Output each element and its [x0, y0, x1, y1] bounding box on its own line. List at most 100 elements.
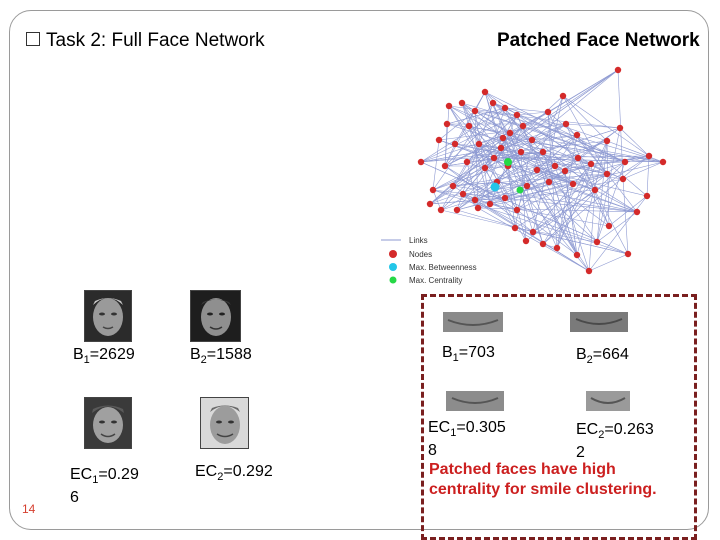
face-thumbnail: [84, 290, 132, 342]
graph-link: [432, 139, 440, 191]
graph-node: [519, 122, 527, 130]
graph-link: [565, 123, 621, 129]
graph-link: [556, 183, 574, 249]
face-thumbnail: [200, 397, 249, 449]
graph-link: [504, 107, 598, 243]
graph-link: [420, 114, 518, 163]
graph-node: [501, 104, 509, 112]
graph-link: [531, 69, 619, 141]
graph-node: [645, 152, 653, 160]
graph-link: [492, 102, 608, 142]
graph-link: [588, 189, 596, 272]
graph-link: [588, 195, 648, 272]
graph-node: [585, 267, 593, 275]
graph-link: [420, 107, 506, 163]
graph-link: [446, 123, 608, 175]
patched-network-title: Patched Face Network: [497, 30, 700, 51]
graph-node: [614, 66, 622, 74]
graph-node: [551, 162, 559, 170]
graph-node: [603, 137, 611, 145]
graph-links: [420, 69, 664, 272]
legend-label: Max. Betweenness: [409, 263, 477, 272]
graph-link: [622, 178, 629, 255]
graph-link: [462, 193, 638, 213]
graph-node: [501, 194, 509, 202]
graph-link: [420, 147, 502, 163]
full-ec1-label: EC1=0.29 6: [70, 466, 139, 507]
graph-link: [564, 170, 578, 256]
face-thumbnail: [190, 290, 241, 342]
graph-link: [448, 105, 495, 159]
full-b2-label: B2=1588: [190, 346, 252, 367]
graph-link: [577, 157, 629, 255]
bullet-checkbox-icon: [26, 31, 40, 46]
graph-link: [456, 209, 534, 233]
graph-node: [643, 192, 651, 200]
graph-node: [490, 154, 498, 162]
patched-ec2-label: EC2=0.263 2: [576, 421, 654, 462]
graph-link: [452, 181, 498, 187]
graph-node: [569, 180, 577, 188]
graph-node: [587, 160, 595, 168]
graph-link: [493, 69, 619, 159]
graph-link: [596, 161, 626, 243]
graph-node: [529, 228, 537, 236]
graph-link: [477, 207, 638, 213]
legend-label: Max. Centrality: [409, 276, 462, 285]
graph-node: [561, 167, 569, 175]
slide-frame: [9, 10, 709, 530]
graph-link: [484, 91, 574, 185]
graph-link: [514, 139, 533, 229]
graph-link: [619, 127, 650, 157]
face-patch: [570, 312, 628, 332]
graph-link: [493, 157, 590, 272]
face-patch: [586, 391, 630, 411]
graph-node: [458, 99, 466, 107]
graph-link: [477, 207, 590, 272]
graph-link: [462, 193, 590, 272]
graph-link: [492, 102, 558, 249]
graph-node: [441, 162, 449, 170]
graph-node: [573, 251, 581, 259]
graph-link: [542, 163, 592, 245]
graph-link: [474, 110, 491, 205]
graph-node: [553, 244, 561, 252]
graph-node: [523, 182, 531, 190]
graph-node: [481, 88, 489, 96]
graph-link: [489, 203, 610, 227]
graph-node: [633, 208, 641, 216]
graph-node: [533, 166, 541, 174]
graph-link: [502, 137, 590, 272]
graph-node: [443, 120, 451, 128]
conclusion-note: Patched faces have high centrality for s…: [429, 461, 657, 498]
graph-link: [590, 163, 596, 191]
graph-link: [516, 111, 549, 116]
graph-link: [468, 125, 518, 211]
legend-label: Nodes: [409, 250, 432, 259]
graph-node: [474, 204, 482, 212]
graph-node: [513, 111, 521, 119]
graph-node: [459, 190, 467, 198]
graph-link: [492, 102, 544, 245]
graph-link: [514, 227, 598, 243]
graph-link: [562, 95, 650, 157]
graph-link: [577, 157, 624, 180]
graph-link: [596, 211, 638, 243]
graph-link: [516, 183, 574, 211]
graph-node: [605, 222, 613, 230]
graph-link: [444, 105, 450, 167]
graph-node: [619, 175, 627, 183]
graph-link: [444, 165, 534, 233]
graph-link: [646, 155, 650, 197]
legend-node-icon: [389, 250, 397, 258]
graph-link: [542, 161, 626, 245]
graph-node: [522, 237, 530, 245]
graph-link: [596, 127, 621, 243]
graph-node: [475, 140, 483, 148]
graph-node: [435, 136, 443, 144]
graph-node: [449, 182, 457, 190]
graph-link: [444, 143, 456, 167]
max-centrality-node: [516, 186, 524, 194]
graph-node: [539, 148, 547, 156]
graph-node: [465, 122, 473, 130]
